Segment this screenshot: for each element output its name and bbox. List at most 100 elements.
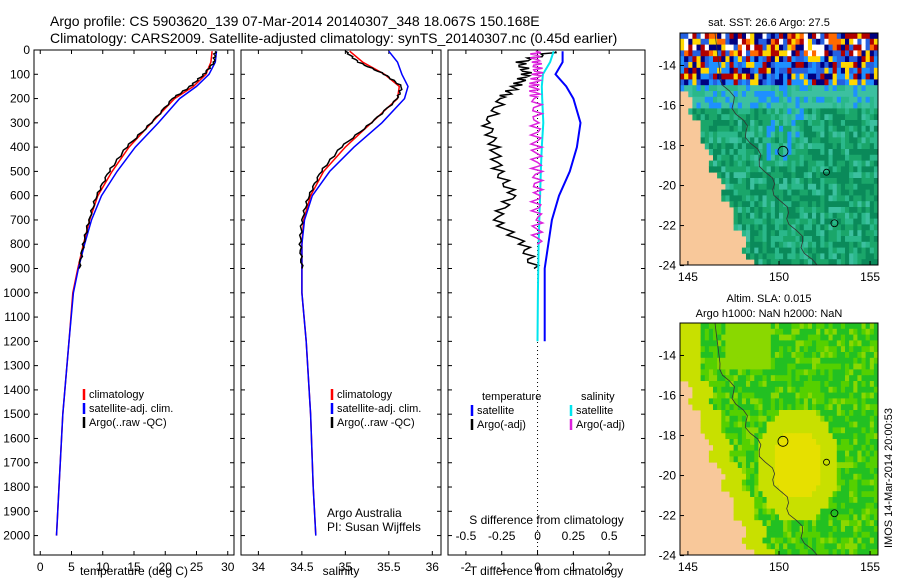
bathymetry-contour	[714, 322, 818, 556]
map-cell	[750, 473, 755, 480]
map-cell	[869, 259, 875, 266]
map-cell	[832, 166, 838, 173]
map-cell	[774, 212, 780, 219]
map-cell	[849, 427, 854, 434]
map-cell	[766, 497, 772, 504]
map-cell	[845, 172, 850, 179]
map-cell	[816, 166, 821, 173]
map-cell	[816, 241, 821, 248]
map-cell	[816, 439, 821, 446]
map-cell	[861, 44, 866, 51]
map-cell	[836, 73, 842, 80]
map-cell	[758, 485, 763, 492]
map-cell	[873, 149, 879, 156]
map-cell	[799, 444, 805, 451]
map-cell	[779, 172, 784, 179]
map-cell	[853, 363, 858, 370]
map-cell	[853, 91, 858, 98]
map-cell	[774, 421, 780, 428]
map-cell	[869, 340, 875, 347]
map-cell	[873, 247, 879, 254]
map-cell	[750, 212, 755, 219]
map-cell	[799, 102, 805, 109]
map-cell	[708, 392, 714, 399]
map-cell	[820, 166, 825, 173]
map-cell	[845, 462, 850, 469]
map-cell	[799, 195, 805, 202]
map-cell	[865, 450, 871, 457]
map-cell	[865, 102, 871, 109]
map-cell	[795, 33, 800, 40]
map-cell	[873, 497, 879, 504]
map-cell	[758, 56, 763, 63]
map-cell	[799, 427, 805, 434]
map-cell	[791, 241, 796, 248]
map-cell	[713, 96, 718, 103]
map-cell	[770, 56, 776, 63]
map-cell	[766, 91, 772, 98]
map-cell	[799, 212, 805, 219]
map-cell	[787, 230, 792, 237]
map-cell	[853, 218, 858, 225]
map-cell	[754, 334, 759, 341]
map-cell	[787, 404, 792, 411]
map-cell	[824, 96, 829, 103]
map-cell	[820, 543, 825, 550]
map-cell	[853, 543, 858, 550]
map-cell	[803, 433, 809, 440]
map-cell	[824, 149, 829, 156]
map-cell	[832, 253, 838, 260]
map-cell	[795, 444, 800, 451]
map-cell	[795, 526, 800, 533]
map-cell	[803, 375, 809, 382]
map-cell	[787, 473, 792, 480]
map-cell	[824, 323, 829, 330]
map-cell	[824, 514, 829, 521]
map-cell	[774, 520, 780, 527]
map-cell	[849, 33, 854, 40]
map-cell	[873, 114, 879, 121]
map-cell	[861, 195, 866, 202]
map-cell	[750, 508, 755, 515]
map-cell	[762, 108, 767, 115]
map-cell	[816, 96, 821, 103]
map-cell	[812, 160, 817, 167]
map-cell	[729, 357, 734, 364]
map-cell	[820, 253, 825, 260]
map-cell	[861, 427, 866, 434]
map-cell	[845, 334, 850, 341]
map-cell	[836, 102, 842, 109]
map-cell	[857, 207, 862, 214]
map-cell	[737, 369, 743, 376]
map-cell	[750, 33, 755, 40]
map-cell	[861, 143, 866, 150]
map-cell	[762, 224, 767, 231]
map-cell	[807, 456, 813, 463]
map-cell	[770, 502, 776, 509]
map-cell	[721, 108, 726, 115]
map-cell	[812, 131, 817, 138]
map-cell	[787, 444, 792, 451]
map-cell	[869, 56, 875, 63]
y-tick-label: 300	[10, 116, 30, 130]
map-cell	[836, 549, 842, 556]
map-cell	[861, 230, 866, 237]
map-cell	[873, 224, 879, 231]
map-cell	[803, 549, 809, 556]
map-cell	[766, 137, 772, 144]
map-cell	[770, 456, 776, 463]
map-cell	[861, 520, 866, 527]
map-cell	[836, 381, 842, 388]
map-cell	[836, 125, 842, 132]
map-cell	[696, 85, 701, 92]
map-cell	[799, 421, 805, 428]
map-cell	[770, 131, 776, 138]
map-cell	[733, 44, 739, 51]
map-cell	[869, 137, 875, 144]
map-cell	[725, 33, 730, 40]
map-cell	[861, 241, 866, 248]
map-cell	[717, 125, 722, 132]
map-cell	[849, 444, 854, 451]
map-cell	[750, 433, 755, 440]
map-cell	[873, 410, 879, 417]
